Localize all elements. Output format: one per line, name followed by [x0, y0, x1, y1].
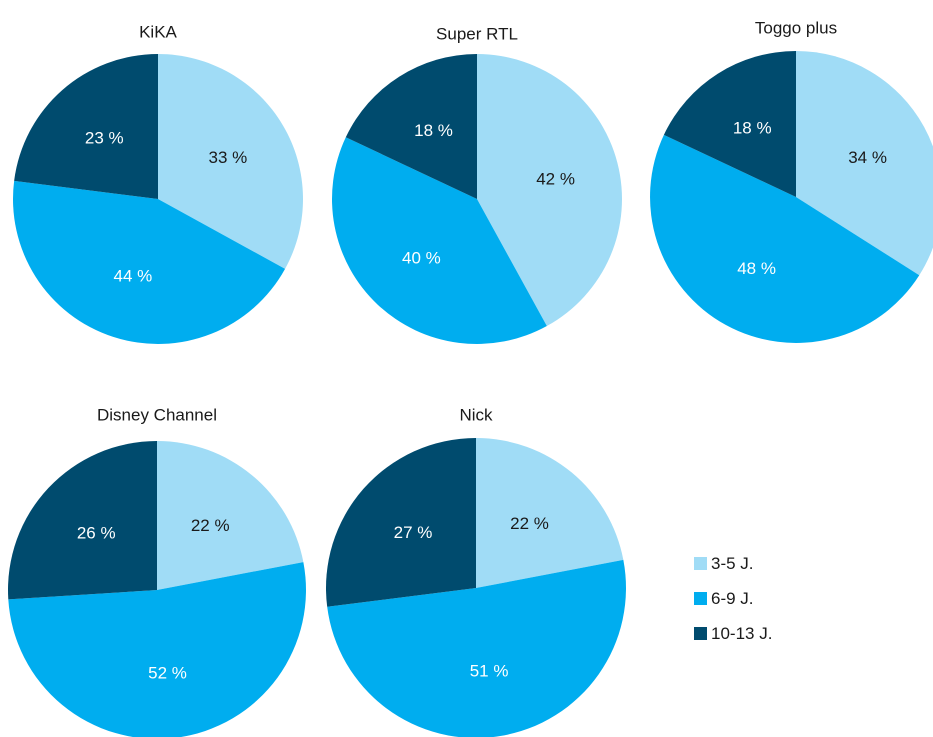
- slice-kika-6-9: [12, 180, 286, 344]
- legend-label-10-13: 10-13 J.: [711, 623, 773, 643]
- pie-toggo-plus: 34 % 48 % 18 % Toggo plus: [650, 19, 933, 343]
- slice-label-nick-6-9: 51 %: [470, 662, 509, 681]
- slice-kika-3-5: [158, 54, 303, 269]
- legend-label-3-5: 3-5 J.: [711, 553, 754, 573]
- legend-label-6-9: 6-9 J.: [711, 588, 754, 608]
- slice-label-disney-channel-10-13: 26 %: [77, 523, 116, 542]
- slice-label-kika-10-13: 23 %: [85, 129, 124, 148]
- legend-swatch-6-9: [694, 592, 707, 605]
- legend: 3-5 J. 6-9 J. 10-13 J.: [694, 546, 772, 651]
- chart-title-kika: KiKA: [139, 23, 177, 42]
- legend-item-3-5: 3-5 J.: [694, 546, 772, 581]
- pie-nick: 22 % 51 % 27 % Nick: [325, 406, 626, 737]
- slice-label-toggo-plus-3-5: 34 %: [848, 148, 887, 167]
- slice-super-rtl-3-5: [477, 54, 622, 327]
- pie-kika: 33 % 44 % 23 % KiKA: [12, 23, 303, 344]
- slice-toggo-plus-6-9: [650, 134, 920, 343]
- chart-title-toggo-plus: Toggo plus: [755, 19, 837, 38]
- slice-label-super-rtl-10-13: 18 %: [414, 121, 453, 140]
- legend-swatch-10-13: [694, 627, 707, 640]
- slice-label-disney-channel-6-9: 52 %: [148, 663, 187, 682]
- chart-title-disney-channel: Disney Channel: [97, 406, 217, 425]
- slice-label-kika-6-9: 44 %: [114, 267, 153, 286]
- chart-title-super-rtl: Super RTL: [436, 25, 518, 44]
- slice-disney-channel-3-5: [157, 441, 304, 590]
- slice-disney-channel-10-13: [7, 441, 158, 600]
- slice-disney-channel-6-9: [8, 562, 306, 737]
- slice-label-disney-channel-3-5: 22 %: [191, 516, 230, 535]
- slice-label-nick-3-5: 22 %: [510, 514, 549, 533]
- slice-toggo-plus-10-13: [663, 51, 796, 197]
- slice-label-nick-10-13: 27 %: [394, 523, 433, 542]
- slice-kika-10-13: [14, 54, 159, 199]
- slice-label-super-rtl-3-5: 42 %: [536, 169, 575, 188]
- slice-super-rtl-10-13: [345, 54, 477, 199]
- legend-item-6-9: 6-9 J.: [694, 581, 772, 616]
- slice-nick-6-9: [327, 559, 626, 737]
- slice-toggo-plus-3-5: [796, 51, 933, 276]
- legend-item-10-13: 10-13 J.: [694, 616, 772, 651]
- pie-super-rtl: 42 % 40 % 18 % Super RTL: [332, 25, 622, 344]
- slice-nick-10-13: [325, 438, 476, 607]
- slice-label-toggo-plus-10-13: 18 %: [733, 119, 772, 138]
- pie-disney-channel: 22 % 52 % 26 % Disney Channel: [7, 406, 306, 737]
- slice-label-toggo-plus-6-9: 48 %: [737, 259, 776, 278]
- slice-label-super-rtl-6-9: 40 %: [402, 249, 441, 268]
- slice-super-rtl-6-9: [332, 137, 547, 344]
- slice-nick-3-5: [476, 438, 624, 588]
- legend-swatch-3-5: [694, 557, 707, 570]
- slice-label-kika-3-5: 33 %: [209, 148, 248, 167]
- chart-title-nick: Nick: [459, 406, 493, 425]
